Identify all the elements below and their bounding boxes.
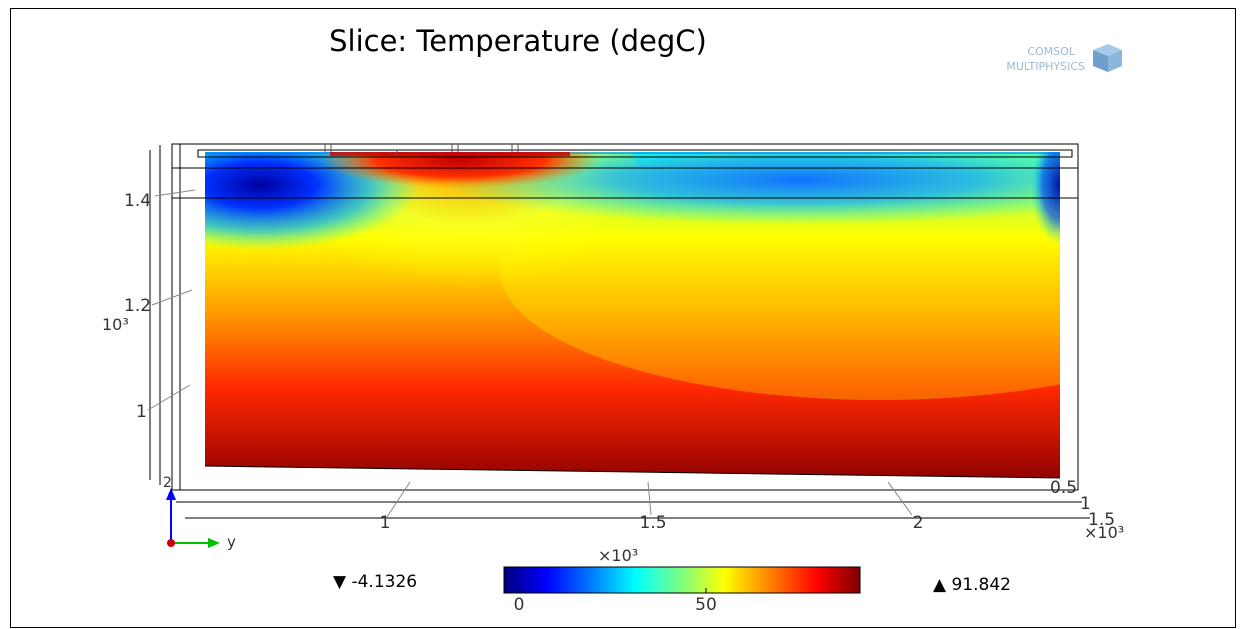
legend-colorbar	[503, 566, 861, 594]
x-tick-2: 2	[913, 513, 924, 533]
y-tick-1-5: 1.5	[1088, 510, 1115, 530]
comsol-cube-icon	[1093, 44, 1122, 72]
legend-exponent: ×10³	[598, 546, 638, 565]
axis-triad: y	[166, 488, 236, 551]
y-exponent: ×10³	[1084, 523, 1124, 542]
y-tick-0-5: 0.5	[1050, 478, 1077, 498]
logo-text-bottom: MULTIPHYSICS	[1006, 60, 1085, 73]
legend-tick-0: 0	[514, 595, 525, 615]
corner-tick: 2	[163, 475, 172, 491]
triad-y-label: y	[227, 533, 236, 551]
x-tick-1: 1	[380, 513, 391, 533]
z-exponent: 10³	[102, 315, 129, 334]
x-tick-1-5: 1.5	[639, 513, 666, 533]
plot-title: Slice: Temperature (degC)	[329, 24, 707, 58]
legend-min: ▼ -4.1326	[333, 572, 417, 592]
temperature-slice	[205, 152, 1060, 478]
z-tick-1-4: 1.4	[124, 191, 151, 211]
top-markers	[324, 144, 519, 156]
legend-max: ▲ 91.842	[933, 575, 1011, 595]
logo-text-top: COMSOL	[1027, 45, 1075, 58]
tick-leaders	[147, 189, 913, 521]
z-tick-1: 1	[136, 402, 147, 422]
z-tick-1-2: 1.2	[124, 296, 151, 316]
domain-wireframe	[149, 143, 1090, 519]
y-tick-1: 1	[1080, 494, 1091, 514]
legend-tick-50: 50	[695, 595, 717, 615]
